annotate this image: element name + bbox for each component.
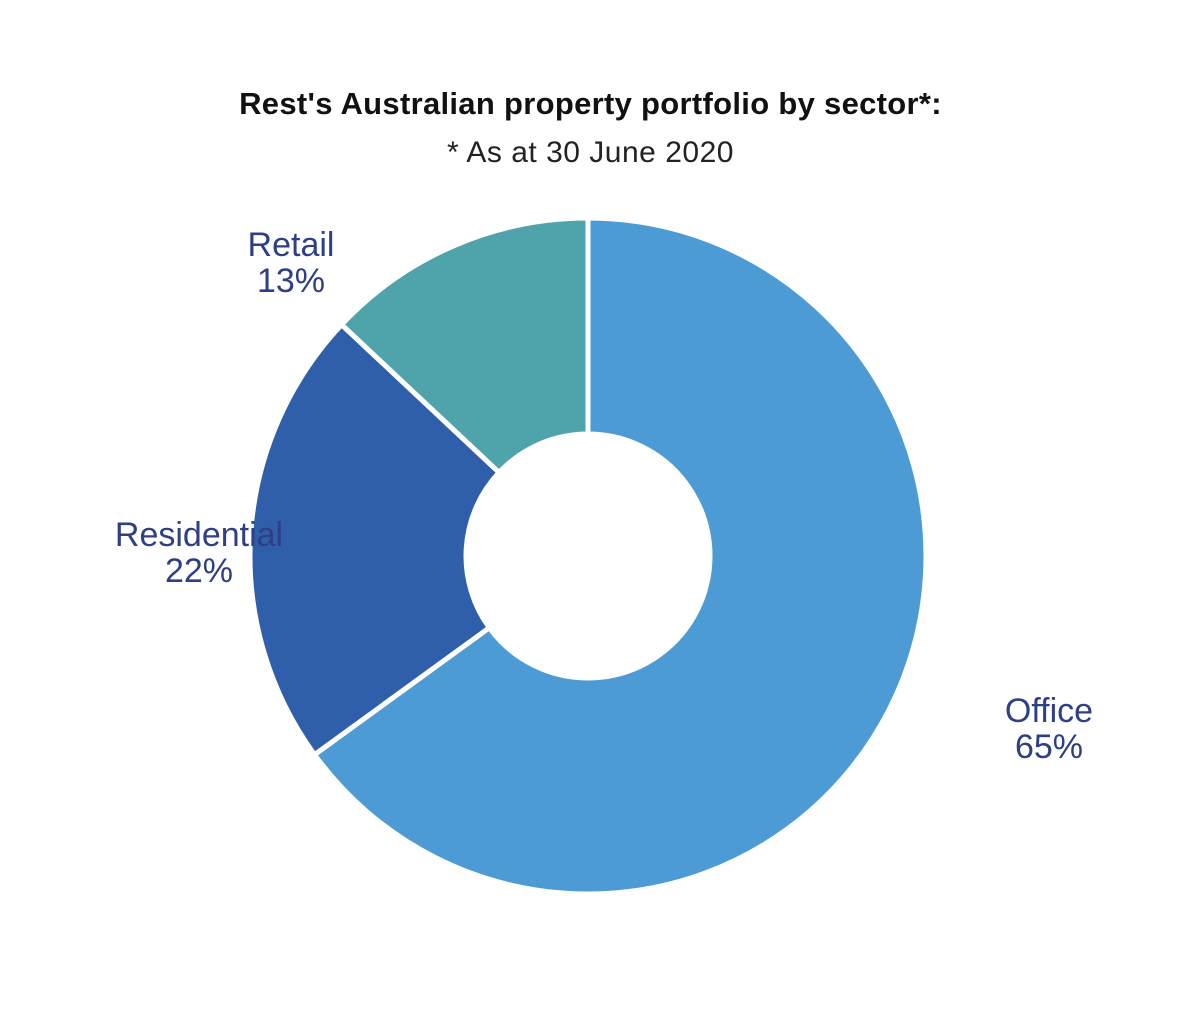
chart-subtitle: * As at 30 June 2020	[447, 136, 734, 169]
slice-label-office: Office 65%	[1005, 692, 1093, 766]
slice-label-residential: Residential 22%	[115, 516, 283, 590]
slice-residential	[247, 321, 503, 759]
slice-value: 65%	[1015, 728, 1083, 766]
slice-name: Office	[1005, 692, 1093, 730]
donut-slices	[247, 215, 929, 897]
slice-value: 13%	[257, 262, 325, 300]
chart-title: Rest's Australian property portfolio by …	[239, 86, 942, 121]
slice-value: 22%	[165, 552, 233, 590]
slice-name: Residential	[115, 516, 283, 554]
slice-labels: Office 65% Residential 22% Retail 13%	[115, 226, 1093, 766]
slice-label-retail: Retail 13%	[248, 226, 335, 300]
slice-name: Retail	[248, 226, 335, 264]
slice-retail	[338, 215, 591, 477]
slice-office	[311, 215, 929, 897]
